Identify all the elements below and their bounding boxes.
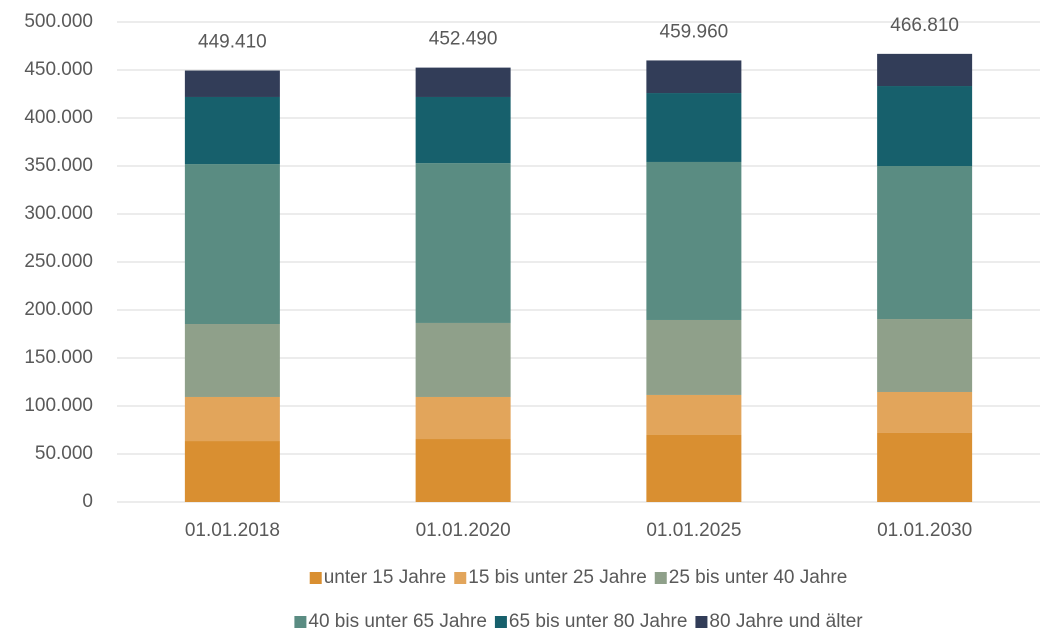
y-tick-label: 450.000 xyxy=(24,59,93,80)
legend-swatch xyxy=(494,616,507,628)
legend-swatch xyxy=(309,572,322,584)
bar-segment xyxy=(877,166,973,320)
bar-segment xyxy=(646,394,742,435)
bar-segment xyxy=(646,60,742,94)
bar-segment xyxy=(646,161,742,320)
y-tick-label: 200.000 xyxy=(24,299,93,320)
bar-segment xyxy=(877,432,973,502)
x-tick-label: 01.01.2025 xyxy=(646,520,741,541)
bar-segment xyxy=(646,434,742,502)
legend-swatch xyxy=(454,572,467,584)
bar-segment xyxy=(877,53,973,87)
y-tick-label: 500.000 xyxy=(24,11,93,32)
legend-swatch xyxy=(654,572,667,584)
bar-segment xyxy=(184,164,280,325)
total-label: 466.810 xyxy=(890,15,959,36)
legend-label: 15 bis unter 25 Jahre xyxy=(468,567,647,588)
x-tick-label: 01.01.2018 xyxy=(185,520,280,541)
bar-segment xyxy=(415,396,511,440)
y-tick-label: 250.000 xyxy=(24,251,93,272)
bar-segment xyxy=(184,441,280,502)
legend-swatch xyxy=(695,616,708,628)
bar-segment xyxy=(184,324,280,397)
bar-segment xyxy=(877,319,973,392)
bar-segment xyxy=(646,93,742,162)
bar-segment xyxy=(415,322,511,397)
legend-label: 25 bis unter 40 Jahre xyxy=(669,567,848,588)
bar-segment xyxy=(184,96,280,165)
bar-segment xyxy=(415,163,511,323)
legend-swatch xyxy=(294,616,307,628)
y-tick-label: 50.000 xyxy=(35,443,93,464)
y-tick-label: 150.000 xyxy=(24,347,93,368)
x-tick-label: 01.01.2030 xyxy=(877,520,972,541)
y-tick-label: 300.000 xyxy=(24,203,93,224)
y-tick-label: 350.000 xyxy=(24,155,93,176)
bar-segment xyxy=(646,319,742,395)
legend-label: 65 bis unter 80 Jahre xyxy=(509,611,688,632)
total-label: 452.490 xyxy=(429,29,498,50)
total-label: 449.410 xyxy=(198,32,267,53)
bar-segment xyxy=(415,67,511,97)
bar-segment xyxy=(184,396,280,442)
y-tick-label: 400.000 xyxy=(24,107,93,128)
bar-segment xyxy=(877,391,973,433)
bar-segment xyxy=(184,70,280,97)
x-tick-label: 01.01.2020 xyxy=(416,520,511,541)
bar-segment xyxy=(415,96,511,164)
legend-label: 80 Jahre und älter xyxy=(709,611,863,632)
y-tick-label: 100.000 xyxy=(24,395,93,416)
legend-label: 40 bis unter 65 Jahre xyxy=(308,611,487,632)
y-tick-label: 0 xyxy=(82,491,93,512)
legend-label: unter 15 Jahre xyxy=(324,567,447,588)
bar-segment xyxy=(877,86,973,166)
bar-segment xyxy=(415,439,511,502)
total-label: 459.960 xyxy=(660,21,729,42)
